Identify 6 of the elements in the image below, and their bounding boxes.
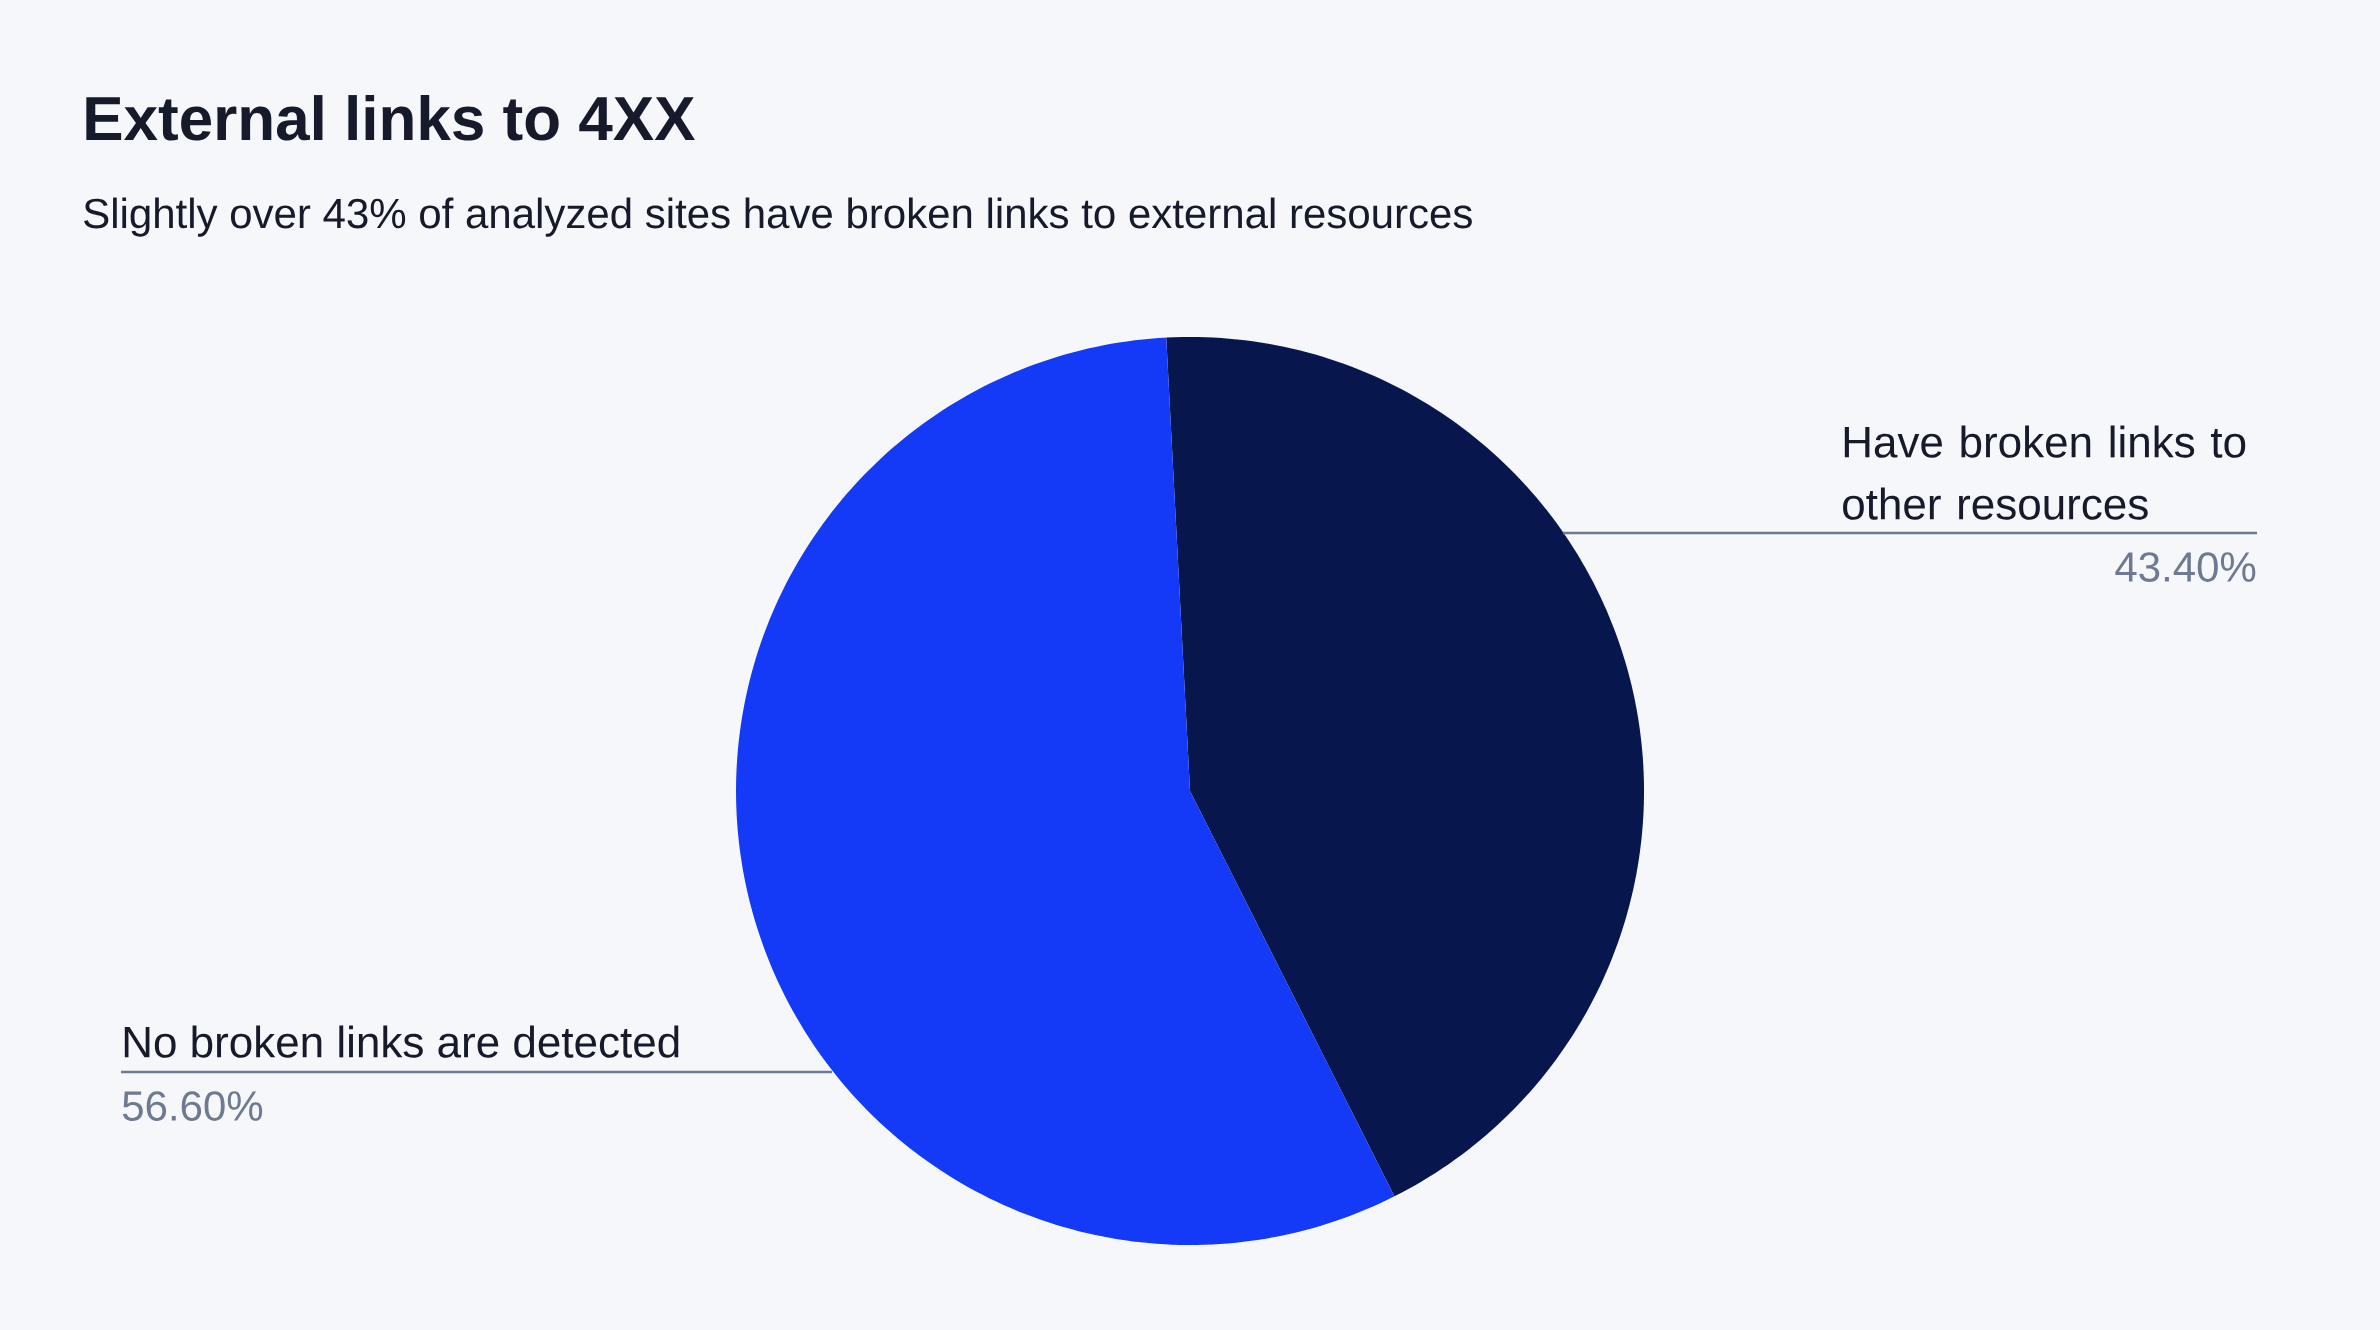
data-label: 43.40%	[2115, 552, 2256, 582]
chart-title: External links to 4XX	[86, 95, 695, 141]
slice-label: Have broken links to other resources	[1843, 425, 2246, 520]
slice-label: No broken links are detected	[124, 1025, 679, 1058]
data-label: 56.60%	[122, 1091, 263, 1121]
chart-subtitle: Slightly over 43% of analyzed sites have broken links to external resources	[84, 197, 1472, 237]
